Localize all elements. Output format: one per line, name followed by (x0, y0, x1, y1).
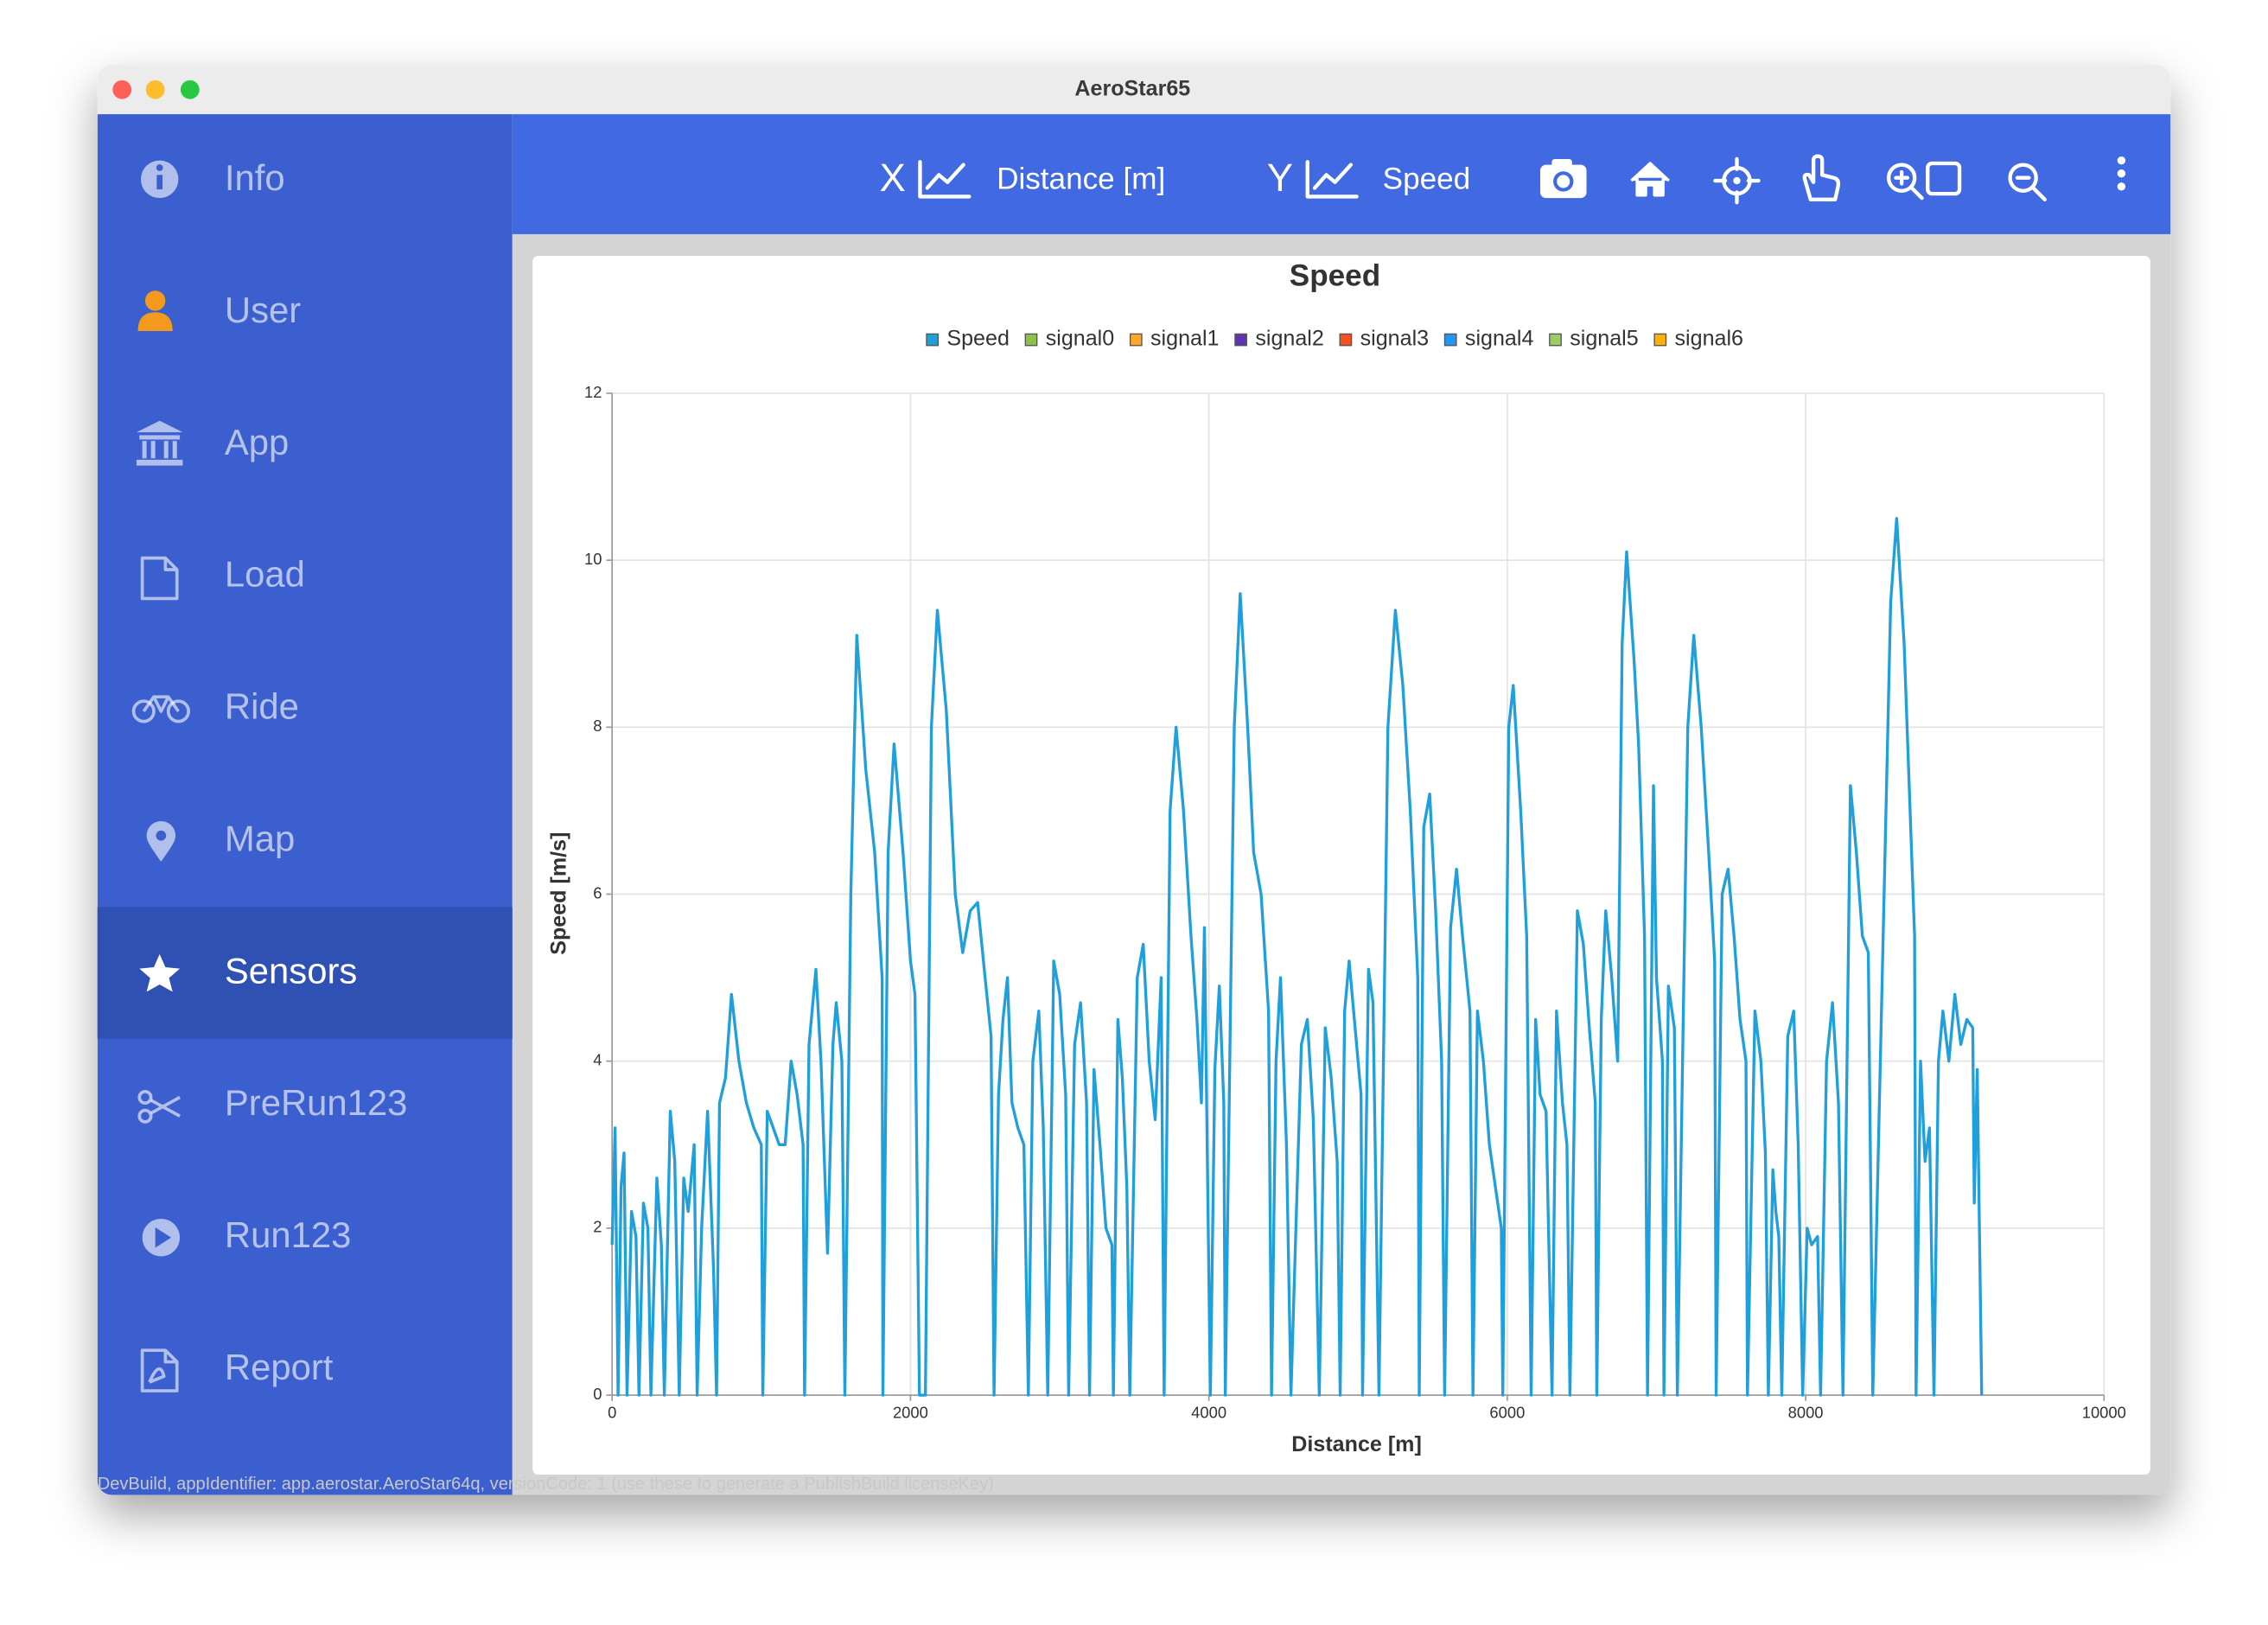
sidebar-item[interactable]: Info (225, 157, 285, 198)
sidebar-item[interactable]: Map (225, 818, 295, 858)
y-axis-letter[interactable]: Y (1267, 156, 1293, 200)
legend: Speed signal0 signal1 signal2 signal3 signal4… (926, 327, 1743, 351)
x-axis-letter[interactable]: X (880, 156, 906, 200)
title-bar (97, 65, 2171, 115)
y-axis-value[interactable]: Speed (1383, 162, 1471, 195)
x-tick-label: 4000 (1191, 1404, 1226, 1422)
x-axis-icon[interactable] (918, 160, 972, 199)
legend-label[interactable]: signal0 (1046, 327, 1114, 351)
home-button[interactable] (1630, 162, 1670, 197)
x-tick-label: 8000 (1788, 1404, 1824, 1422)
legend-swatch (1339, 333, 1353, 347)
legend-swatch (1129, 333, 1143, 347)
chart: Speed Distance [m] Speed [m/s] 0 2 4 6 8 10 12… (547, 258, 2126, 1456)
legend-label[interactable]: signal2 (1255, 327, 1323, 351)
x-axis-value[interactable]: Distance [m] (997, 162, 1165, 195)
y-tick-label: 8 (593, 717, 602, 735)
window-title: AeroStar65 (1074, 76, 1190, 100)
legend-swatch (1443, 333, 1457, 347)
camera-button[interactable] (1540, 158, 1587, 199)
legend-label[interactable]: signal1 (1150, 327, 1219, 351)
sidebar-item[interactable]: Sensors (225, 950, 357, 991)
y-tick-label: 0 (593, 1385, 602, 1403)
legend-label[interactable]: signal3 (1360, 327, 1429, 351)
x-tick-label: 6000 (1489, 1404, 1525, 1422)
sidebar-item[interactable]: App (225, 422, 289, 462)
legend-swatch (1653, 333, 1667, 347)
sidebar (97, 114, 513, 1495)
select-button[interactable] (1802, 154, 1841, 201)
y-tick-label: 2 (593, 1218, 602, 1236)
x-tick-label: 0 (608, 1404, 616, 1422)
zoom-button[interactable] (180, 80, 200, 99)
sidebar-item[interactable]: Run123 (225, 1214, 351, 1255)
y-tick-label: 10 (584, 550, 602, 568)
minimize-button[interactable] (145, 80, 165, 99)
legend-label[interactable]: signal5 (1570, 327, 1638, 351)
zoom-box-button[interactable] (1886, 161, 1962, 201)
x-tick-label: 2000 (893, 1404, 928, 1422)
legend-swatch (1024, 333, 1038, 347)
zoom-out-button[interactable] (2008, 162, 2047, 201)
legend-label[interactable]: signal6 (1675, 327, 1743, 351)
y-axis-title: Speed [m/s] (547, 832, 571, 955)
speed-line (610, 517, 1984, 1397)
legend-swatch (1234, 333, 1247, 347)
y-tick-label: 12 (584, 383, 602, 401)
footer-build-info: DevBuild, appIdentifier: app.aerostar.Ae… (98, 1475, 994, 1494)
close-button[interactable] (112, 80, 132, 99)
sidebar-item[interactable]: PreRun123 (225, 1082, 407, 1123)
sidebar-item[interactable]: User (225, 290, 301, 330)
y-tick-label: 6 (593, 883, 602, 902)
menu-button[interactable] (2117, 156, 2126, 191)
legend-swatch (1549, 333, 1562, 347)
sidebar-menu: Info User App Load Ride Map Sensors PreRun123 Ru… (97, 157, 513, 1387)
legend-label[interactable]: Speed (946, 327, 1010, 351)
sidebar-icons (131, 160, 190, 1392)
pan-button[interactable] (1713, 156, 1761, 205)
y-axis-icon[interactable] (1305, 160, 1359, 199)
x-axis-title: Distance [m] (1291, 1432, 1422, 1456)
legend-label[interactable]: signal4 (1465, 327, 1534, 351)
chart-title: Speed (1290, 258, 1380, 292)
sidebar-item[interactable]: Report (225, 1347, 334, 1387)
legend-swatch (926, 333, 940, 347)
sidebar-item[interactable]: Ride (225, 686, 299, 727)
x-tick-label: 10000 (2082, 1404, 2126, 1422)
sidebar-item[interactable]: Load (225, 554, 305, 595)
y-tick-label: 4 (593, 1051, 602, 1069)
